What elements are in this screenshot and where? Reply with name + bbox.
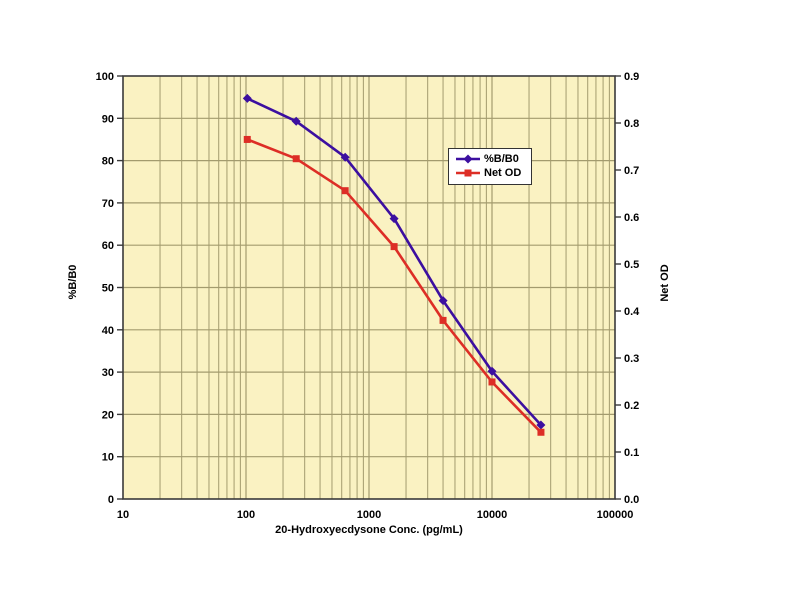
legend-item-netod: Net OD	[455, 166, 525, 180]
diamond-marker	[242, 93, 252, 103]
legend-line-square-icon	[456, 169, 480, 177]
diamond-marker	[340, 152, 350, 162]
legend-line-diamond-icon	[456, 154, 480, 164]
diamond-marker	[389, 214, 399, 224]
tick-label-y-right: 0.3	[624, 353, 639, 365]
tick-label-y-left: 70	[102, 198, 114, 210]
tick-label-y-left: 60	[102, 240, 114, 252]
tick-label-x: 100	[237, 509, 255, 521]
diamond-marker	[291, 116, 301, 126]
legend-label-netod: Net OD	[484, 167, 522, 179]
right-axis-title: Net OD	[659, 264, 671, 302]
tick-label-y-left: 40	[102, 325, 114, 337]
tick-label-y-left: 30	[102, 367, 114, 379]
tick-label-y-left: 0	[108, 494, 114, 506]
tick-label-y-right: 0.0	[624, 494, 639, 506]
tick-label-y-right: 0.8	[624, 118, 639, 130]
tick-label-y-left: 100	[96, 71, 114, 83]
tick-label-x: 10	[117, 509, 129, 521]
square-marker	[488, 378, 496, 386]
tick-label-y-left: 80	[102, 156, 114, 168]
x-axis-title-wrap: 20-Hydroxyecdysone Conc. (pg/mL)	[0, 524, 738, 536]
diamond-marker	[487, 366, 497, 376]
square-marker	[390, 243, 398, 251]
tick-label-y-left: 50	[102, 283, 114, 295]
tick-label-x: 10000	[477, 509, 508, 521]
tick-label-y-right: 0.6	[624, 212, 639, 224]
tick-label-y-right: 0.5	[624, 259, 639, 271]
diamond-marker	[536, 420, 546, 430]
legend-label-bb0: %B/B0	[484, 153, 519, 165]
legend-item-bb0: %B/B0	[455, 152, 525, 166]
tick-label-y-left: 10	[102, 452, 114, 464]
tick-label-y-left: 90	[102, 113, 114, 125]
legend: %B/B0 Net OD	[448, 148, 532, 185]
tick-label-y-right: 0.4	[624, 306, 640, 318]
tick-label-x: 100000	[597, 509, 634, 521]
tick-label-y-right: 0.9	[624, 71, 639, 83]
square-marker	[292, 155, 300, 163]
tick-label-y-right: 0.1	[624, 447, 639, 459]
left-axis-title: %B/B0	[67, 264, 79, 300]
tick-label-y-right: 0.2	[624, 400, 639, 412]
tick-label-x: 1000	[357, 509, 381, 521]
square-marker	[341, 187, 349, 195]
square-marker	[439, 316, 447, 324]
x-axis-title: 20-Hydroxyecdysone Conc. (pg/mL)	[275, 524, 463, 536]
square-marker	[243, 135, 251, 143]
square-marker	[537, 428, 545, 436]
tick-label-y-right: 0.7	[624, 165, 639, 177]
diamond-marker	[438, 296, 448, 306]
tick-label-y-left: 20	[102, 409, 114, 421]
